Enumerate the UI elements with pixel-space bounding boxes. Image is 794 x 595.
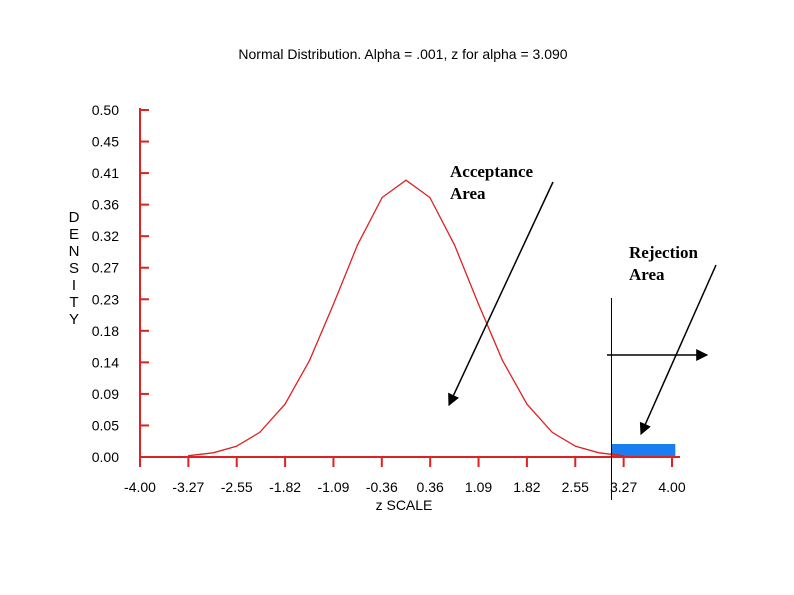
x-tick-label: -1.09 [317, 479, 349, 495]
curve-point [429, 196, 431, 199]
curve-point [187, 455, 190, 457]
y-tick-label: 0.50 [92, 102, 119, 118]
curve-point [284, 403, 286, 405]
acceptance-area-label: Acceptance [450, 162, 534, 181]
x-tick-label: -3.27 [172, 479, 204, 495]
x-tick-label: -2.55 [221, 479, 253, 495]
rejection-arrow [639, 264, 717, 436]
chart-title: Normal Distribution. Alpha = .001, z for… [238, 46, 567, 62]
y-tick-label: 0.09 [92, 386, 119, 402]
x-axis-label: z SCALE [376, 497, 433, 513]
curve-point [356, 244, 359, 246]
curve-point [405, 179, 407, 181]
curve-point [526, 403, 528, 405]
curve-point [308, 359, 311, 361]
y-axis-label-letter: T [69, 294, 78, 311]
y-tick-label: 0.36 [92, 197, 119, 213]
acceptance-area-label: Area [450, 184, 486, 203]
y-tick-label: 0.00 [92, 449, 119, 465]
y-tick-label: 0.41 [92, 165, 119, 181]
x-tick-label: 2.55 [562, 479, 589, 495]
y-axis-label-letter: I [72, 277, 76, 294]
curve-point [212, 452, 214, 454]
rejection-area-label: Rejection [629, 243, 698, 262]
y-axis-label-letter: N [69, 243, 80, 260]
curve-point [551, 431, 553, 433]
x-tick-label: 1.82 [513, 479, 540, 495]
x-tick-label: -1.82 [269, 479, 301, 495]
curve-point [622, 455, 625, 457]
curve-point [332, 303, 335, 305]
x-tick-label: 3.27 [610, 479, 637, 495]
curve-point [381, 196, 383, 199]
curve-point [501, 359, 504, 361]
density-curve [188, 179, 624, 457]
y-axis-label-letter: D [69, 209, 80, 226]
y-axis-label-letter: E [69, 226, 79, 243]
x-tick-label: 0.36 [417, 479, 444, 495]
curve-point [477, 303, 480, 305]
y-tick-label: 0.05 [92, 417, 119, 433]
acceptance-arrow [448, 181, 554, 407]
y-tick-label: 0.18 [92, 323, 119, 339]
curve-point [259, 431, 261, 433]
rejection-area-label: Area [629, 265, 665, 284]
curve-point [453, 244, 456, 246]
y-axis-label-letter: S [69, 260, 79, 277]
x-tick-label: 4.00 [658, 479, 685, 495]
x-tick-label: -0.36 [366, 479, 398, 495]
rejection-region-bar [611, 444, 676, 456]
y-tick-label: 0.14 [92, 354, 119, 370]
y-tick-label: 0.23 [92, 291, 119, 307]
y-tick-label: 0.45 [92, 134, 119, 150]
y-tick-label: 0.27 [92, 260, 119, 276]
curve-point [574, 445, 577, 447]
x-tick-label: -4.00 [124, 479, 156, 495]
curve-point [235, 445, 238, 447]
y-tick-label: 0.32 [92, 228, 119, 244]
y-axis-label-letter: Y [69, 311, 79, 328]
curve-point [598, 452, 600, 454]
x-tick-label: 1.09 [465, 479, 492, 495]
